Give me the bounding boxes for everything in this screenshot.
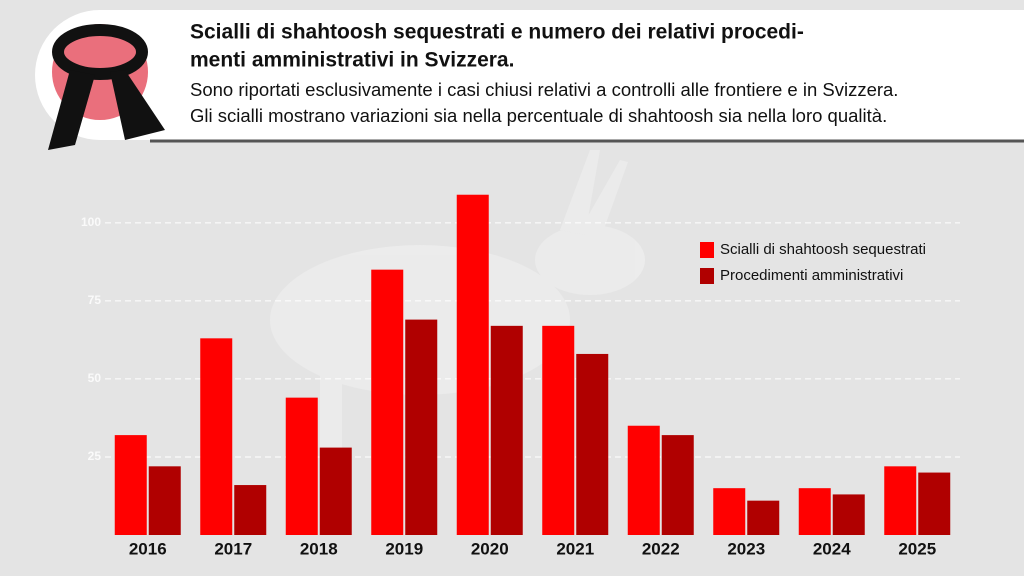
bar (456, 194, 489, 535)
scarf-icon (48, 24, 165, 150)
x-tick-label: 2016 (129, 539, 167, 558)
x-tick-label: 2018 (300, 539, 338, 558)
bar (405, 319, 438, 535)
subtitle: Gli scialli mostrano variazioni sia nell… (190, 105, 887, 126)
bar (884, 466, 917, 535)
x-tick-label: 2022 (642, 539, 680, 558)
subtitle: Sono riportati esclusivamente i casi chi… (190, 79, 898, 100)
legend-label: Scialli di shahtoosh sequestrati (720, 241, 926, 258)
chart-title: menti amministrativi in Svizzera. (190, 49, 514, 72)
x-tick-label: 2025 (898, 539, 936, 558)
y-tick-label: 75 (88, 293, 102, 307)
bar (285, 397, 318, 535)
bar (627, 425, 660, 535)
header-panel (35, 10, 1024, 140)
bar (234, 485, 267, 535)
x-tick-label: 2017 (214, 539, 252, 558)
legend-swatch (700, 268, 714, 284)
bar (713, 488, 746, 535)
bar (200, 338, 233, 535)
x-tick-label: 2019 (385, 539, 423, 558)
bar (490, 325, 523, 535)
chart-title: Scialli di shahtoosh sequestrati e numer… (190, 21, 804, 44)
y-tick-label: 50 (88, 371, 102, 385)
x-tick-label: 2023 (727, 539, 765, 558)
y-tick-label: 100 (81, 215, 101, 229)
bar (114, 435, 147, 535)
bar (542, 325, 575, 535)
y-tick-label: 25 (88, 449, 102, 463)
bar (661, 435, 694, 535)
bar (576, 353, 609, 535)
bar (918, 472, 951, 535)
legend-label: Procedimenti amministrativi (720, 267, 903, 284)
bar (798, 488, 831, 535)
x-tick-label: 2024 (813, 539, 851, 558)
bar (832, 494, 865, 535)
legend-swatch (700, 242, 714, 258)
x-tick-label: 2020 (471, 539, 509, 558)
bar (148, 466, 181, 535)
bar (319, 447, 352, 535)
bar (371, 269, 404, 535)
x-tick-label: 2021 (556, 539, 594, 558)
bar (747, 500, 780, 535)
